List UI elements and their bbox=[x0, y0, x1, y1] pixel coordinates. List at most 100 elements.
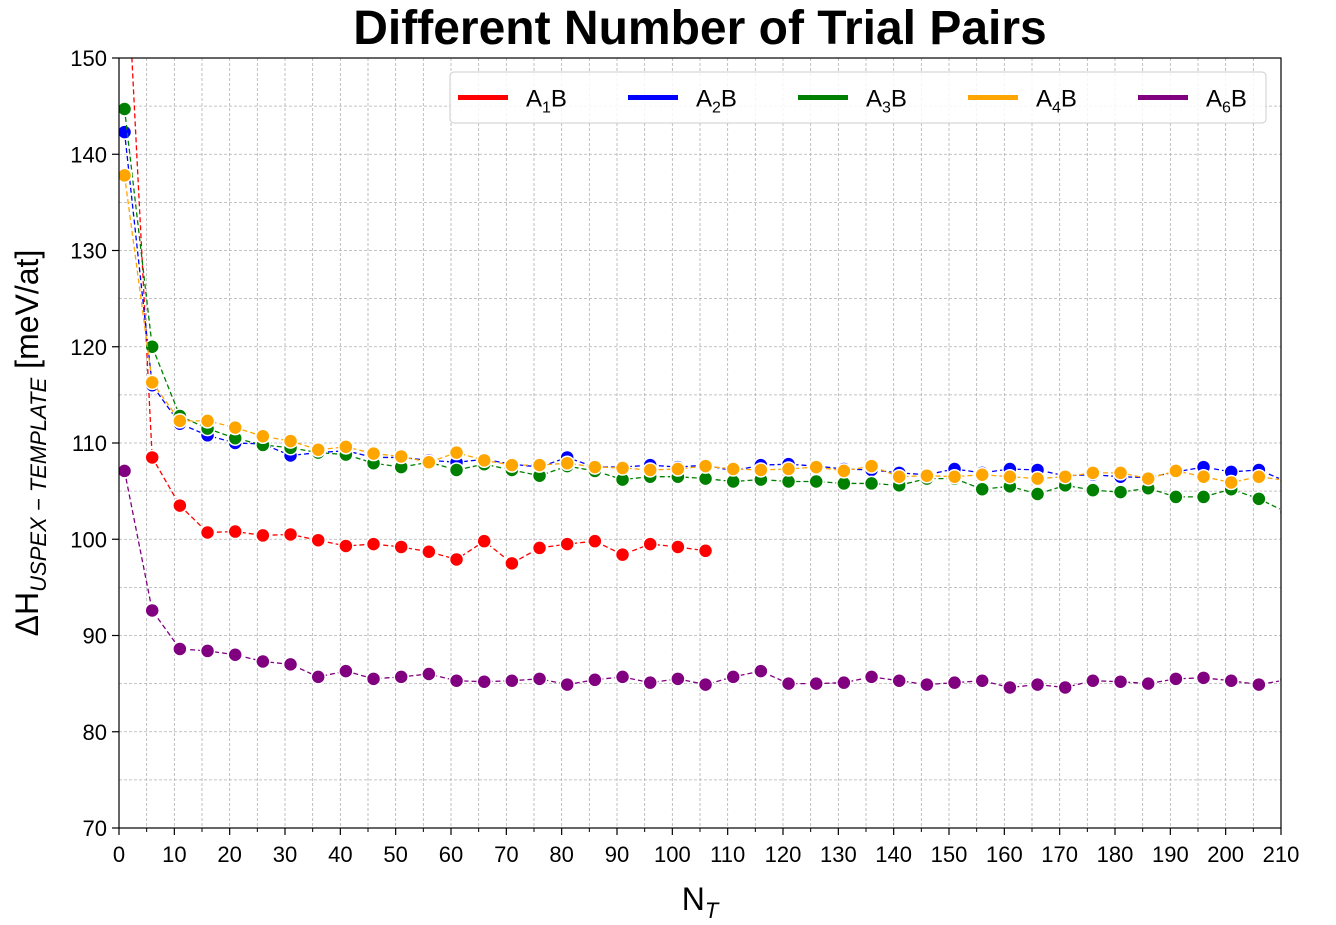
data-point-A6B bbox=[421, 666, 437, 682]
data-point-A1B bbox=[172, 497, 188, 514]
data-point-A6B bbox=[1002, 679, 1018, 696]
y-tick-label: 90 bbox=[83, 624, 107, 649]
data-point-A4B bbox=[531, 457, 548, 473]
x-tick-label: 70 bbox=[494, 842, 518, 867]
data-point-A6B bbox=[863, 669, 880, 685]
y-axis-title-unit: [meV/at] bbox=[9, 250, 45, 378]
data-point-A1B bbox=[476, 533, 492, 549]
data-point-A6B bbox=[365, 671, 382, 687]
data-point-A3B bbox=[863, 475, 880, 492]
data-point-A6B bbox=[227, 647, 243, 663]
data-point-A3B bbox=[974, 481, 990, 497]
data-point-A6B bbox=[531, 671, 548, 687]
data-point-A6B bbox=[448, 672, 465, 689]
y-axis-title: ΔHUSPEX − TEMPLATE [meV/at] bbox=[9, 250, 51, 637]
data-point-A6B bbox=[504, 672, 520, 689]
data-point-A6B bbox=[753, 663, 769, 679]
x-tick-label: 200 bbox=[1207, 842, 1244, 867]
data-point-A6B bbox=[282, 656, 299, 673]
data-point-A4B bbox=[1085, 465, 1101, 481]
data-point-A1B bbox=[642, 536, 658, 552]
data-point-A6B bbox=[172, 641, 188, 657]
data-point-A6B bbox=[1085, 672, 1101, 689]
data-point-A4B bbox=[946, 468, 963, 485]
data-point-A4B bbox=[227, 419, 243, 436]
x-axis-title: NT bbox=[682, 881, 720, 923]
x-tick-label: 130 bbox=[820, 842, 857, 867]
data-point-A6B bbox=[725, 669, 741, 685]
series-layer bbox=[119, 58, 1281, 696]
legend-box bbox=[449, 71, 1267, 124]
x-axis-title-main: N bbox=[682, 881, 705, 917]
data-point-A6B bbox=[1251, 676, 1267, 693]
x-tick-label: 150 bbox=[931, 842, 968, 867]
data-point-A4B bbox=[697, 458, 714, 474]
data-point-A6B bbox=[1278, 674, 1281, 686]
y-tick-label: 100 bbox=[70, 527, 107, 552]
data-point-A4B bbox=[974, 467, 990, 483]
data-point-A1B bbox=[338, 538, 354, 554]
y-tick-label: 110 bbox=[72, 431, 107, 456]
data-point-A4B bbox=[393, 448, 409, 465]
data-point-A3B bbox=[1112, 484, 1129, 500]
legend-label-A4B: A4B bbox=[1036, 86, 1077, 117]
data-point-A6B bbox=[587, 672, 603, 688]
data-point-A3B bbox=[1168, 489, 1184, 505]
data-point-A6B bbox=[393, 669, 409, 685]
data-point-A4B bbox=[1112, 465, 1129, 481]
data-point-A1B bbox=[697, 543, 714, 559]
data-point-A4B bbox=[1140, 470, 1156, 487]
chart-title: Different Number of Trial Pairs bbox=[353, 2, 1047, 55]
data-point-A6B bbox=[946, 674, 963, 691]
data-point-A4B bbox=[1057, 468, 1073, 485]
data-point-A1B bbox=[504, 555, 520, 572]
data-point-A3B bbox=[1029, 486, 1046, 502]
data-point-A6B bbox=[614, 669, 631, 685]
data-point-A4B bbox=[255, 428, 271, 445]
data-point-A4B bbox=[199, 413, 216, 429]
data-point-A3B bbox=[144, 339, 160, 355]
series-line-A6B bbox=[123, 470, 1281, 689]
data-point-A1B bbox=[421, 544, 437, 560]
x-tick-label: 90 bbox=[605, 842, 629, 867]
data-point-A1B bbox=[282, 526, 299, 543]
data-point-A4B bbox=[642, 462, 658, 478]
x-tick-label: 40 bbox=[328, 842, 352, 867]
x-tick-label: 20 bbox=[217, 842, 241, 867]
data-point-A4B bbox=[1251, 468, 1267, 485]
data-point-A4B bbox=[863, 458, 880, 474]
data-point-A4B bbox=[1168, 463, 1184, 479]
data-point-A6B bbox=[199, 643, 216, 659]
data-point-A1B bbox=[614, 546, 631, 563]
y-tick-label: 80 bbox=[83, 720, 107, 745]
data-point-A6B bbox=[836, 674, 852, 691]
x-tick-label: 10 bbox=[162, 842, 186, 867]
data-point-A4B bbox=[725, 461, 741, 477]
y-tick-label: 70 bbox=[83, 816, 107, 841]
data-point-A3B bbox=[1278, 506, 1281, 518]
data-point-A6B bbox=[697, 676, 714, 693]
series-line-A3B bbox=[123, 108, 1281, 511]
data-point-A1B bbox=[199, 524, 216, 541]
data-point-A4B bbox=[119, 167, 133, 184]
y-tick-label: 140 bbox=[70, 142, 107, 167]
data-point-A4B bbox=[1002, 468, 1018, 485]
y-axis-title-sub: USPEX − TEMPLATE bbox=[26, 377, 51, 591]
x-tick-label: 190 bbox=[1152, 842, 1189, 867]
data-point-A4B bbox=[753, 462, 769, 478]
data-point-A4B bbox=[836, 463, 852, 479]
y-axis-title-main: ΔH bbox=[9, 592, 45, 636]
data-point-A6B bbox=[144, 602, 160, 619]
x-tick-label: 50 bbox=[383, 842, 407, 867]
data-point-A1B bbox=[559, 536, 575, 552]
data-point-A6B bbox=[780, 675, 797, 692]
data-point-A1B bbox=[255, 527, 271, 544]
data-point-A6B bbox=[1057, 679, 1073, 696]
data-point-A1B bbox=[227, 523, 243, 540]
data-point-A6B bbox=[974, 672, 990, 689]
data-point-A6B bbox=[1223, 672, 1239, 689]
data-point-A4B bbox=[144, 374, 160, 391]
x-tick-label: 140 bbox=[875, 842, 912, 867]
x-tick-label: 210 bbox=[1263, 842, 1300, 867]
